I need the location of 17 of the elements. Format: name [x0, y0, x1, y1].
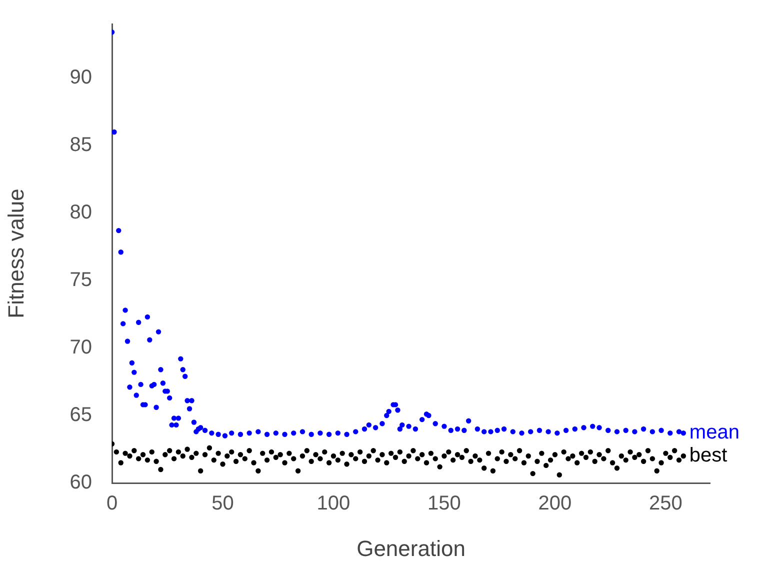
x-tick-label: 150 [428, 492, 461, 515]
y-tick-label: 75 [70, 269, 92, 292]
y-tick-label: 65 [70, 404, 92, 426]
y-tick-label: 90 [70, 66, 92, 89]
x-tick-label: 0 [106, 492, 118, 515]
y-tick-label: 85 [70, 134, 92, 156]
x-tick-label: 50 [212, 492, 234, 515]
x-tick-label: 250 [649, 492, 682, 515]
y-tick-label: 60 [70, 472, 92, 494]
y-axis-title: Fitness value [3, 188, 28, 318]
series-label: best [689, 444, 728, 467]
x-tick-label: 200 [538, 492, 572, 515]
x-axis-title: Generation [356, 536, 466, 561]
y-tick-label: 80 [70, 202, 92, 224]
y-tick-label: 70 [70, 336, 92, 359]
series-label: mean [689, 422, 740, 444]
x-tick-label: 100 [316, 492, 350, 515]
